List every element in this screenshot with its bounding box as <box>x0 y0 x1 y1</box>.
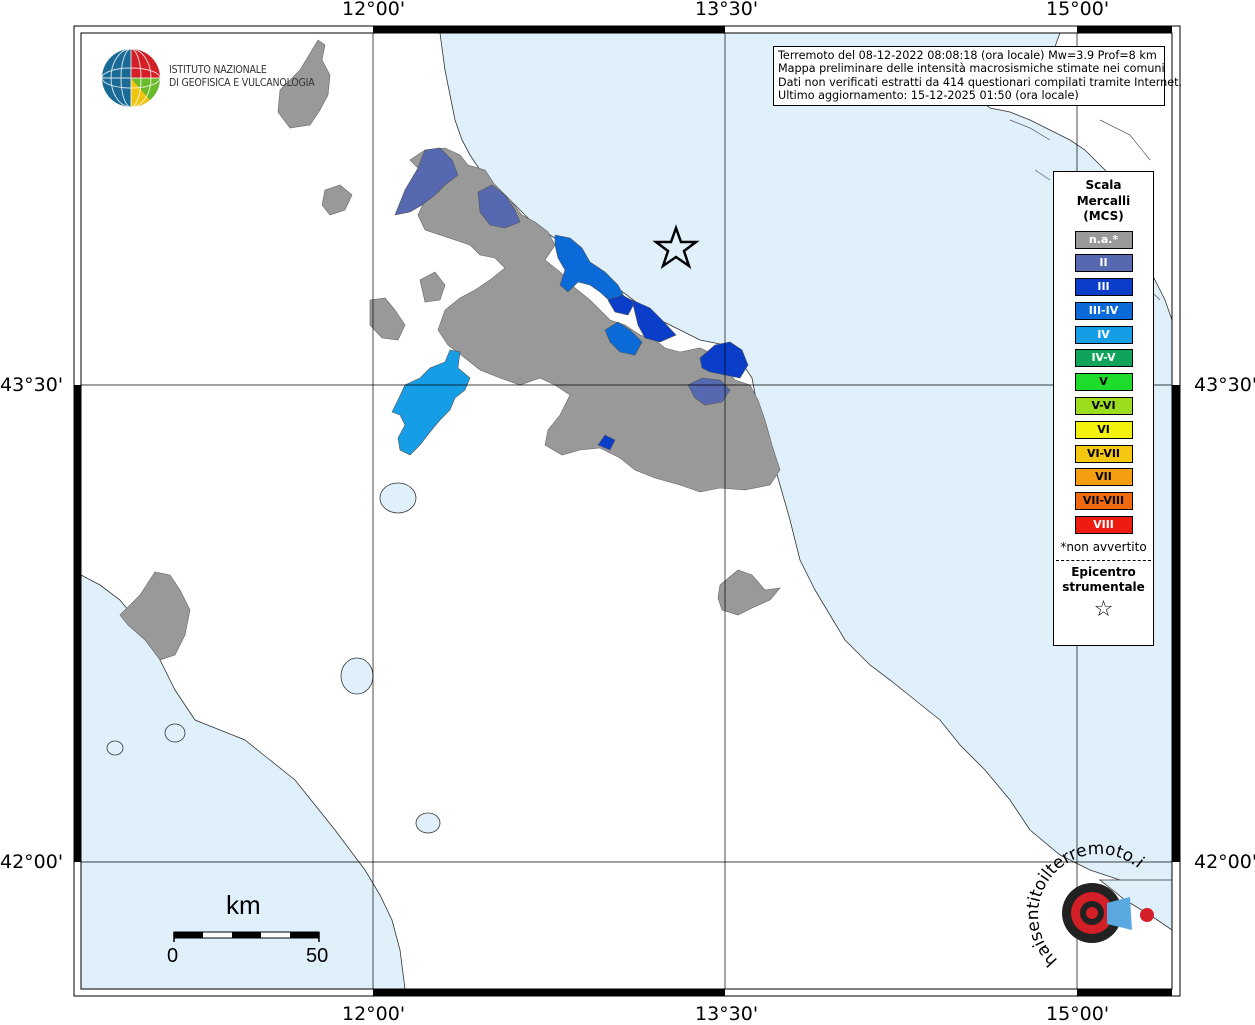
scale-unit: km <box>226 890 261 920</box>
info-line-4: Ultimo aggiornamento: 15-12-2025 01:50 (… <box>778 89 1079 103</box>
coord-top-13: 13°30' <box>695 0 759 20</box>
municipalities-intensity <box>391 147 749 456</box>
legend-separator <box>1056 559 1151 561</box>
legend-item-na: n.a.* <box>1074 230 1133 249</box>
mcs-legend: Scala Mercalli (MCS) n.a.* II III III-IV… <box>1053 171 1154 646</box>
info-line-2: Mappa preliminare delle intensità macros… <box>778 62 1165 76</box>
coord-left-4330: 43°30' <box>0 374 64 396</box>
logo-line-2: DI GEOFISICA E VULCANOLOGIA <box>169 77 315 89</box>
coord-bottom-15: 15°00' <box>1046 1003 1110 1025</box>
coord-right-4200: 42°00' <box>1194 851 1255 873</box>
coord-left-4200: 42°00' <box>0 851 64 873</box>
epicenter-star <box>652 224 700 270</box>
ingv-logo-icon <box>101 48 161 108</box>
ingv-logo-text: ISTITUTO NAZIONALE DI GEOFISICA E VULCAN… <box>169 64 315 90</box>
scale-min: 0 <box>167 945 179 967</box>
legend-epicenter-1: Epicentro <box>1071 564 1136 579</box>
legend-item-v: V <box>1074 373 1133 392</box>
scale-bar <box>173 931 320 942</box>
legend-item-iii: III <box>1074 278 1133 297</box>
lake-trasimeno <box>379 482 417 514</box>
legend-title-1: Scala <box>1085 178 1122 192</box>
municipalities-na <box>119 39 781 661</box>
legend-item-vii: VII <box>1074 468 1133 487</box>
info-line-3: Dati non verificati estratti da 414 ques… <box>778 75 1183 89</box>
legend-item-vi-vii: VI-VII <box>1074 444 1133 463</box>
coord-right-4330: 43°30' <box>1194 374 1255 396</box>
legend-title-3: (MCS) <box>1083 209 1124 223</box>
legend-item-iii-iv: III-IV <box>1074 301 1133 320</box>
event-info-box: Terremoto del 08-12-2022 08:08:18 (ora l… <box>773 46 1183 106</box>
map-frame <box>73 25 1181 997</box>
coord-top-15: 15°00' <box>1046 0 1110 20</box>
coord-top-12: 12°00' <box>342 0 406 20</box>
legend-item-ii: II <box>1074 254 1133 273</box>
legend-epicenter-2: strumentale <box>1062 579 1145 594</box>
legend-star-icon: ☆ <box>1093 596 1114 622</box>
legend-title-2: Mercalli <box>1076 193 1131 208</box>
info-line-1: Terremoto del 08-12-2022 08:08:18 (ora l… <box>778 49 1157 62</box>
coord-bottom-12: 12°00' <box>342 1003 406 1025</box>
logo-line-1: ISTITUTO NAZIONALE <box>169 64 267 76</box>
coord-bottom-13: 13°30' <box>695 1003 759 1025</box>
legend-note: *non avvertito <box>1060 539 1147 554</box>
legend-item-vi: VI <box>1074 420 1133 439</box>
legend-item-v-vi: V-VI <box>1074 397 1133 416</box>
scale-max: 50 <box>306 945 329 967</box>
legend-item-vii-viii: VII-VIII <box>1074 492 1133 511</box>
lake-bolsena <box>340 657 374 695</box>
legend-item-viii: VIII <box>1074 516 1133 535</box>
legend-item-iv-v: IV-V <box>1074 349 1133 368</box>
lake-fucino <box>415 812 441 834</box>
legend-item-iv: IV <box>1074 325 1133 344</box>
